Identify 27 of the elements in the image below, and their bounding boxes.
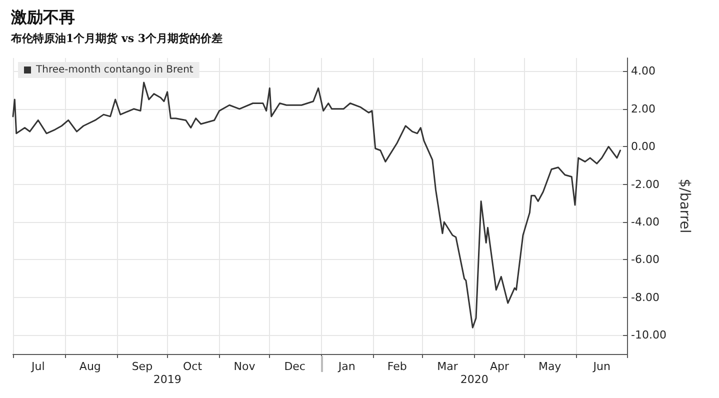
y-tick-label: 0.00	[631, 140, 656, 154]
y-tick-label: -8.00	[631, 290, 660, 304]
y-tick-label: -6.00	[631, 253, 660, 266]
y-tick-label: -2.00	[631, 178, 660, 191]
x2-tick-label: 2020	[460, 373, 488, 386]
x-tick-label: Oct	[182, 360, 203, 373]
y-tick-label: 4.00	[631, 64, 656, 78]
x-tick-label: Nov	[234, 360, 256, 373]
line-series	[12, 82, 622, 328]
legend-label: Three-month contango in Brent	[35, 64, 194, 76]
y-axis-title: $/barrel	[676, 178, 692, 234]
y-tick-label: -4.00	[631, 216, 660, 229]
x-tick-label: May	[538, 360, 562, 373]
x-tick-label: Jul	[30, 360, 45, 373]
x2-tick-label: 2019	[153, 373, 182, 386]
x-tick-label: Apr	[490, 360, 510, 373]
chart-title: 激励不再	[10, 8, 75, 26]
x-tick-label: Feb	[387, 360, 407, 373]
x-tick-label: Sep	[132, 360, 153, 373]
x-tick-label: Jan	[337, 360, 356, 373]
y-tick-label: 2.00	[631, 102, 656, 116]
x-tick-label: Jun	[592, 360, 610, 373]
x-tick-label: Dec	[284, 360, 306, 373]
chart-subtitle: 布伦特原油1个月期货 vs 3个月期货的价差	[10, 32, 223, 45]
x-tick-label: Mar	[437, 360, 458, 373]
y-tick-label: -10.00	[631, 328, 666, 342]
x-tick-label: Aug	[79, 360, 101, 373]
